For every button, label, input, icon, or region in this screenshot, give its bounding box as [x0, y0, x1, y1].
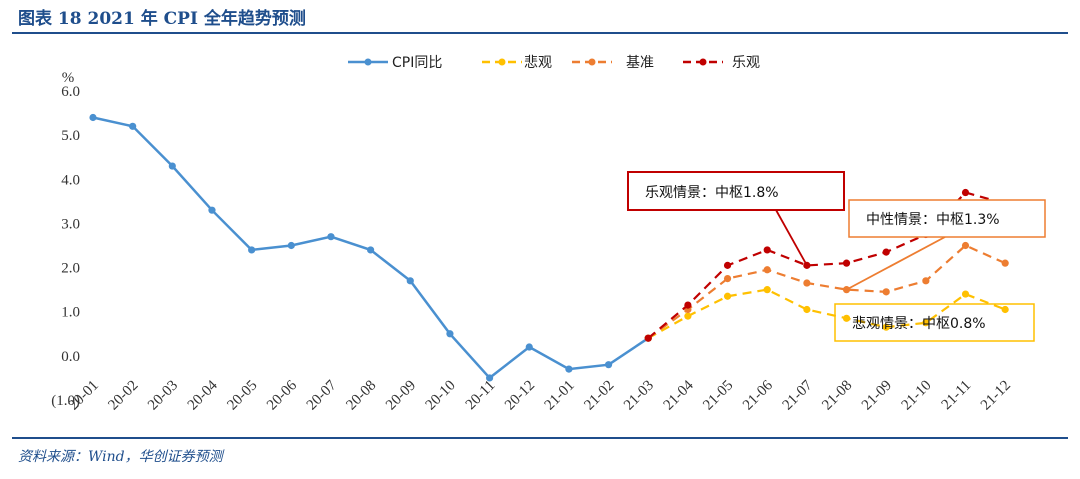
figure-title: 图表 18 2021 年 CPI 全年趋势预测 [18, 9, 306, 29]
data-point [723, 261, 732, 269]
annotation-label: 中性情景：中枢1.3% [866, 212, 1000, 228]
x-tick-label: 21-12 [978, 377, 1014, 413]
data-point [287, 241, 295, 250]
legend-label: 基准 [626, 54, 654, 71]
x-tick-label: 21-04 [661, 377, 697, 413]
legend-label: CPI同比 [392, 55, 442, 71]
data-point [525, 343, 533, 351]
x-tick-label: 21-09 [859, 377, 895, 413]
y-tick-label: 0.0 [61, 349, 80, 365]
x-tick-label: 20-08 [343, 377, 379, 413]
annotation-box [834, 303, 1035, 342]
y-tick-label: (1.0) [51, 393, 80, 409]
data-point [723, 292, 732, 300]
x-tick-label: 20-12 [502, 377, 538, 413]
data-point [961, 188, 970, 197]
legend: CPI同比 悲观 基准 乐观 [348, 54, 760, 71]
x-tick-label: 21-05 [700, 377, 736, 413]
data-point [367, 246, 375, 254]
data-point [684, 301, 692, 309]
data-point [882, 248, 890, 256]
series-line [647, 288, 1006, 340]
x-tick-label: 21-06 [740, 377, 776, 413]
series-line [647, 244, 1006, 340]
data-point [1001, 259, 1009, 267]
data-point [803, 279, 811, 287]
data-point [842, 259, 851, 267]
data-point [168, 162, 176, 170]
y-tick-label: 3.0 [61, 216, 80, 232]
data-point [327, 233, 335, 241]
y-tick-label: 2.0 [61, 261, 80, 277]
source-rule [12, 437, 1068, 439]
x-tick-label: 20-07 [304, 377, 340, 413]
x-tick-label: 21-11 [939, 377, 975, 413]
legend-swatch-marker [498, 58, 506, 66]
x-tick-label: 20-01 [66, 377, 102, 413]
x-tick-label: 21-07 [780, 377, 816, 413]
x-tick-label: 21-03 [621, 377, 657, 413]
x-tick-label: 20-05 [224, 377, 260, 413]
annotation-group: 乐观情景：中枢1.8% 中性情景：中枢1.3% 悲观情景：中枢0.8% [627, 171, 1046, 342]
y-tick-label: 4.0 [61, 172, 80, 188]
x-tick-label: 20-06 [264, 377, 300, 413]
data-point [1001, 305, 1009, 314]
annotation-box [627, 171, 845, 211]
data-point [882, 323, 890, 331]
data-point [922, 277, 930, 285]
x-tick-label: 20-04 [185, 377, 221, 413]
y-axis-unit: % [62, 70, 75, 86]
data-point [803, 305, 811, 314]
x-tick-label: 21-08 [819, 377, 855, 413]
data-point [763, 246, 771, 254]
data-point [89, 113, 97, 122]
annotation-label: 悲观情景：中枢0.8% [852, 315, 986, 332]
x-tick-label: 20-02 [105, 377, 141, 413]
data-point [723, 275, 732, 283]
legend-swatch-marker [588, 58, 596, 66]
x-tick-label: 21-02 [581, 377, 617, 413]
x-tick-label: 20-11 [463, 377, 499, 413]
x-tick-label: 20-10 [423, 377, 459, 413]
source-note: 资料来源：Wind，华创证券预测 [18, 449, 223, 465]
data-point [763, 286, 771, 294]
data-point [565, 365, 573, 373]
annotation-connector [846, 236, 946, 291]
annotation-connector [775, 209, 808, 266]
legend-label: 乐观 [732, 55, 760, 71]
data-point [406, 277, 414, 285]
y-tick-label: 5.0 [61, 128, 80, 144]
y-tick-label: 1.0 [61, 305, 80, 321]
x-tick-label: 20-03 [145, 377, 181, 413]
data-point [446, 330, 454, 338]
x-tick-label: 21-01 [542, 377, 578, 413]
data-point [129, 122, 137, 130]
x-tick-label: 20-09 [383, 377, 419, 413]
data-point [922, 319, 930, 327]
data-point [485, 374, 494, 382]
data-point [684, 312, 692, 320]
annotation-box [848, 199, 1046, 238]
legend-swatch-marker [699, 58, 707, 66]
x-tick-label: 21-10 [899, 377, 935, 413]
legend-label: 悲观 [524, 54, 552, 71]
data-point [208, 206, 216, 214]
data-point [248, 246, 256, 254]
y-tick-label: 6.0 [61, 84, 80, 100]
data-point [961, 290, 970, 298]
annotation-label: 乐观情景：中枢1.8% [645, 185, 779, 201]
title-rule [12, 32, 1068, 34]
data-point [961, 241, 970, 250]
y-axis: (1.0) 0.0 1.0 2.0 3.0 4.0 5.0 6.0 [51, 84, 80, 409]
data-point [842, 314, 851, 322]
data-point [882, 288, 890, 296]
data-point [604, 361, 613, 369]
x-axis: 20-01 20-02 20-03 20-04 20-05 20-06 20-07 20-08… [66, 377, 1014, 413]
data-point [644, 334, 652, 342]
legend-swatch-marker [364, 58, 372, 66]
data-point [763, 266, 771, 274]
